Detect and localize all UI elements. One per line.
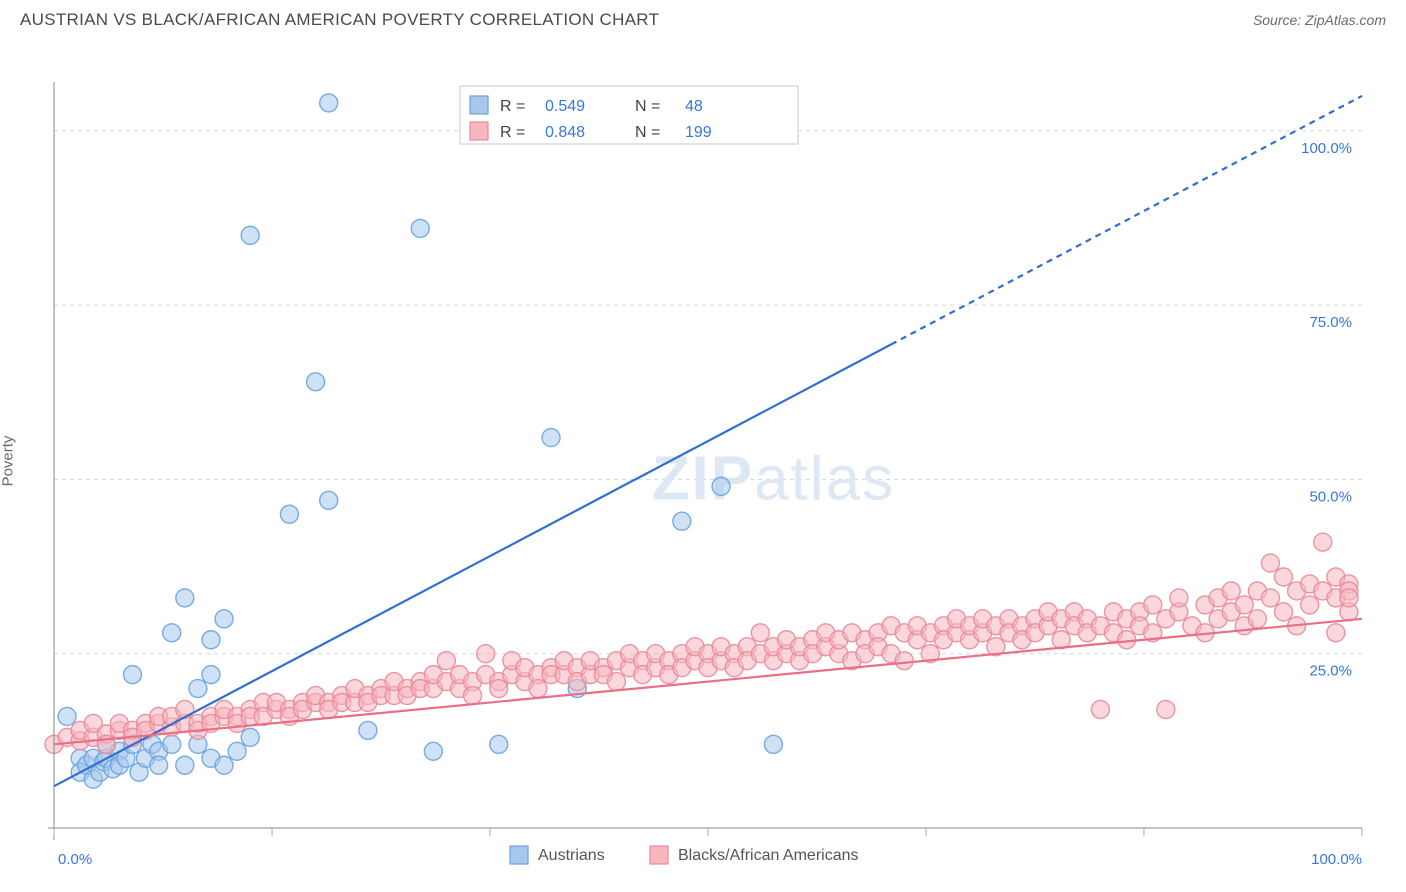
data-point (895, 652, 913, 670)
data-point (673, 512, 691, 530)
data-point (202, 666, 220, 684)
legend-r-value: 0.848 (545, 124, 585, 141)
data-point (607, 673, 625, 691)
source-label: Source: ZipAtlas.com (1253, 12, 1386, 28)
data-point (202, 631, 220, 649)
data-point (150, 756, 168, 774)
data-point (307, 373, 325, 391)
data-point (464, 687, 482, 705)
bottom-legend-label: Blacks/African Americans (678, 847, 859, 864)
x-tick-label: 0.0% (58, 851, 92, 868)
data-point (176, 589, 194, 607)
data-point (189, 680, 207, 698)
legend-r-value: 0.549 (545, 98, 585, 115)
data-point (1327, 624, 1345, 642)
data-point (1144, 596, 1162, 614)
legend-n-value: 48 (685, 98, 703, 115)
correlation-chart: 25.0% 50.0% 75.0% 100.0% ZIPatlas 0.0% 100.0% R… (0, 36, 1406, 886)
data-point (490, 735, 508, 753)
data-point (1301, 596, 1319, 614)
legend-n-label: N = (635, 98, 660, 115)
y-axis-label: Poverty (0, 436, 17, 487)
bottom-legend-label: Austrians (538, 847, 605, 864)
data-point (215, 756, 233, 774)
data-point (477, 645, 495, 663)
legend-swatch (470, 96, 488, 114)
data-point (1091, 700, 1109, 718)
data-point (1261, 589, 1279, 607)
legend-n-value: 199 (685, 124, 712, 141)
data-point (1222, 582, 1240, 600)
data-point (1235, 596, 1253, 614)
data-point (529, 680, 547, 698)
data-point (1157, 700, 1175, 718)
data-point (241, 226, 259, 244)
y-tick-label: 75.0% (1309, 314, 1352, 331)
data-point (1261, 554, 1279, 572)
data-point (424, 742, 442, 760)
data-point (751, 624, 769, 642)
data-point (712, 477, 730, 495)
y-tick-label: 50.0% (1309, 488, 1352, 505)
regression-line-dashed (891, 96, 1362, 344)
data-point (241, 728, 259, 746)
legend-swatch (470, 122, 488, 140)
watermark: ZIPatlas (652, 444, 895, 513)
data-point (1340, 589, 1358, 607)
legend-r-label: R = (500, 124, 525, 141)
data-point (320, 491, 338, 509)
data-point (1248, 610, 1266, 628)
data-point (280, 505, 298, 523)
bottom-legend-swatch (650, 846, 668, 864)
data-point (437, 652, 455, 670)
y-tick-label: 100.0% (1301, 140, 1352, 157)
data-point (163, 624, 181, 642)
chart-container: Poverty 25.0% 50.0% 75.0% 100.0% ZIPatlas 0.0… (0, 36, 1406, 886)
y-tick-label: 25.0% (1309, 663, 1352, 680)
data-point (176, 700, 194, 718)
data-point (163, 735, 181, 753)
legend-r-label: R = (500, 98, 525, 115)
data-point (123, 666, 141, 684)
data-point (359, 721, 377, 739)
data-point (490, 680, 508, 698)
page-title: AUSTRIAN VS BLACK/AFRICAN AMERICAN POVER… (20, 10, 659, 30)
data-point (228, 742, 246, 760)
data-point (58, 707, 76, 725)
data-point (1170, 589, 1188, 607)
data-point (1275, 603, 1293, 621)
data-point (542, 429, 560, 447)
data-point (1275, 568, 1293, 586)
legend-n-label: N = (635, 124, 660, 141)
data-point (320, 94, 338, 112)
x-tick-label: 100.0% (1311, 851, 1362, 868)
bottom-legend-swatch (510, 846, 528, 864)
regression-line (54, 344, 891, 786)
data-point (215, 610, 233, 628)
data-point (1314, 533, 1332, 551)
data-point (764, 735, 782, 753)
data-point (411, 219, 429, 237)
data-point (176, 756, 194, 774)
